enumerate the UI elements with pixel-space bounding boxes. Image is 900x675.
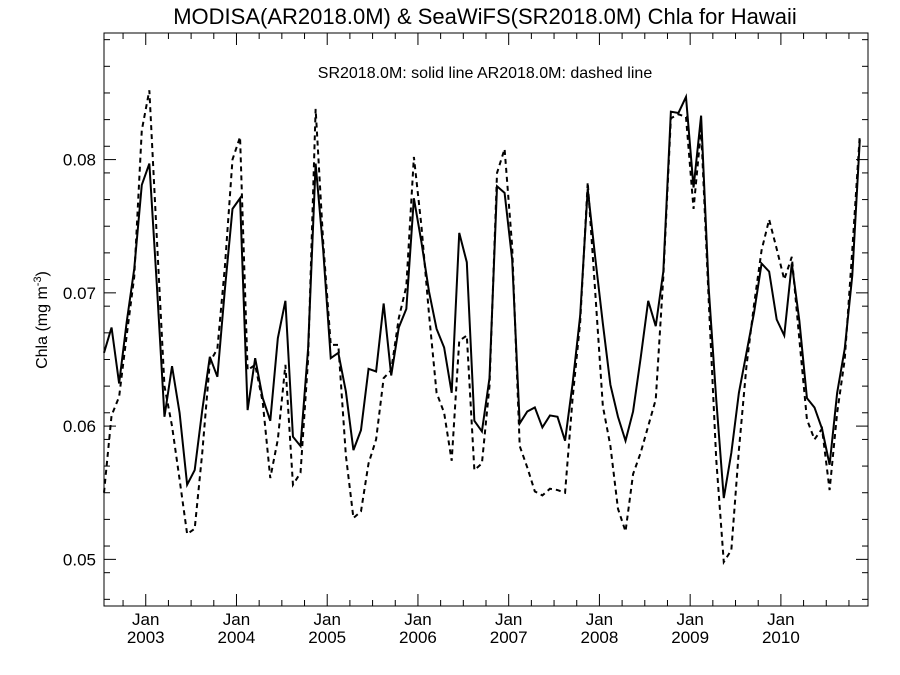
series-line-sr2018-0m bbox=[103, 93, 861, 499]
x-tick-label-month: Jan bbox=[223, 610, 250, 629]
y-axis-label-main: Chla (mg m bbox=[34, 286, 51, 369]
x-tick-label-month: Jan bbox=[404, 610, 431, 629]
x-tick-label-year: 2003 bbox=[127, 628, 165, 647]
y-tick-label: 0.05 bbox=[63, 550, 96, 569]
x-tick-label-month: Jan bbox=[495, 610, 522, 629]
x-tick-label-month: Jan bbox=[586, 610, 613, 629]
x-tick-label-month: Jan bbox=[676, 610, 703, 629]
x-tick-label-year: 2009 bbox=[671, 628, 709, 647]
x-tick-label-year: 2004 bbox=[218, 628, 256, 647]
y-tick-label: 0.07 bbox=[63, 284, 96, 303]
y-axis-label-superscript: -3 bbox=[32, 276, 44, 286]
x-tick-label-month: Jan bbox=[767, 610, 794, 629]
legend-annotation: SR2018.0M: solid line AR2018.0M: dashed … bbox=[318, 65, 653, 82]
y-tick-label: 0.08 bbox=[63, 151, 96, 170]
y-axis-label-close: ) bbox=[34, 271, 51, 276]
x-tick-label-year: 2007 bbox=[490, 628, 528, 647]
x-tick-label-month: Jan bbox=[314, 610, 341, 629]
series-layer bbox=[103, 90, 861, 566]
y-axis-label: Chla (mg m-3) bbox=[32, 271, 51, 369]
x-tick-label-year: 2006 bbox=[399, 628, 437, 647]
x-tick-label-year: 2008 bbox=[581, 628, 619, 647]
x-tick-label-year: 2010 bbox=[762, 628, 800, 647]
x-tick-label-year: 2005 bbox=[308, 628, 346, 647]
y-tick-label: 0.06 bbox=[63, 417, 96, 436]
x-tick-label-month: Jan bbox=[132, 610, 159, 629]
tick-layer: 0.050.060.070.08Jan2003Jan2004Jan2005Jan… bbox=[63, 33, 868, 647]
series-line-ar2018-0m bbox=[103, 90, 861, 566]
chart-title: MODISA(AR2018.0M) & SeaWiFS(SR2018.0M) C… bbox=[173, 4, 797, 29]
